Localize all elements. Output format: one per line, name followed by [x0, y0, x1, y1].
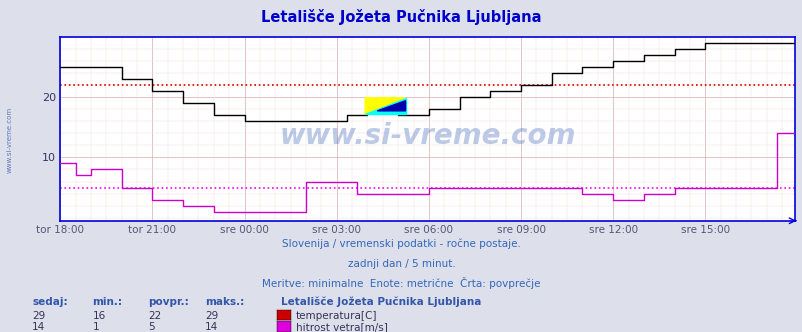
Text: Meritve: minimalne  Enote: metrične  Črta: povprečje: Meritve: minimalne Enote: metrične Črta:… — [262, 277, 540, 289]
Text: 29: 29 — [32, 311, 46, 321]
Text: 14: 14 — [205, 322, 218, 332]
Polygon shape — [377, 101, 405, 111]
Text: min.:: min.: — [92, 297, 122, 307]
Text: 1: 1 — [92, 322, 99, 332]
Text: 14: 14 — [32, 322, 46, 332]
Text: sedaj:: sedaj: — [32, 297, 67, 307]
Text: www.si-vreme.com: www.si-vreme.com — [279, 122, 575, 150]
Text: 5: 5 — [148, 322, 155, 332]
Text: 29: 29 — [205, 311, 218, 321]
Text: 16: 16 — [92, 311, 106, 321]
Polygon shape — [365, 98, 405, 114]
Text: povpr.:: povpr.: — [148, 297, 189, 307]
Text: Letališče Jožeta Pučnika Ljubljana: Letališče Jožeta Pučnika Ljubljana — [281, 297, 481, 307]
Polygon shape — [365, 98, 405, 114]
Text: maks.:: maks.: — [205, 297, 244, 307]
Text: hitrost vetra[m/s]: hitrost vetra[m/s] — [295, 322, 387, 332]
Text: www.si-vreme.com: www.si-vreme.com — [6, 106, 13, 173]
Text: Slovenija / vremenski podatki - ročne postaje.: Slovenija / vremenski podatki - ročne po… — [282, 239, 520, 249]
Text: temperatura[C]: temperatura[C] — [295, 311, 376, 321]
Text: 22: 22 — [148, 311, 162, 321]
Text: Letališče Jožeta Pučnika Ljubljana: Letališče Jožeta Pučnika Ljubljana — [261, 9, 541, 25]
Text: zadnji dan / 5 minut.: zadnji dan / 5 minut. — [347, 259, 455, 269]
